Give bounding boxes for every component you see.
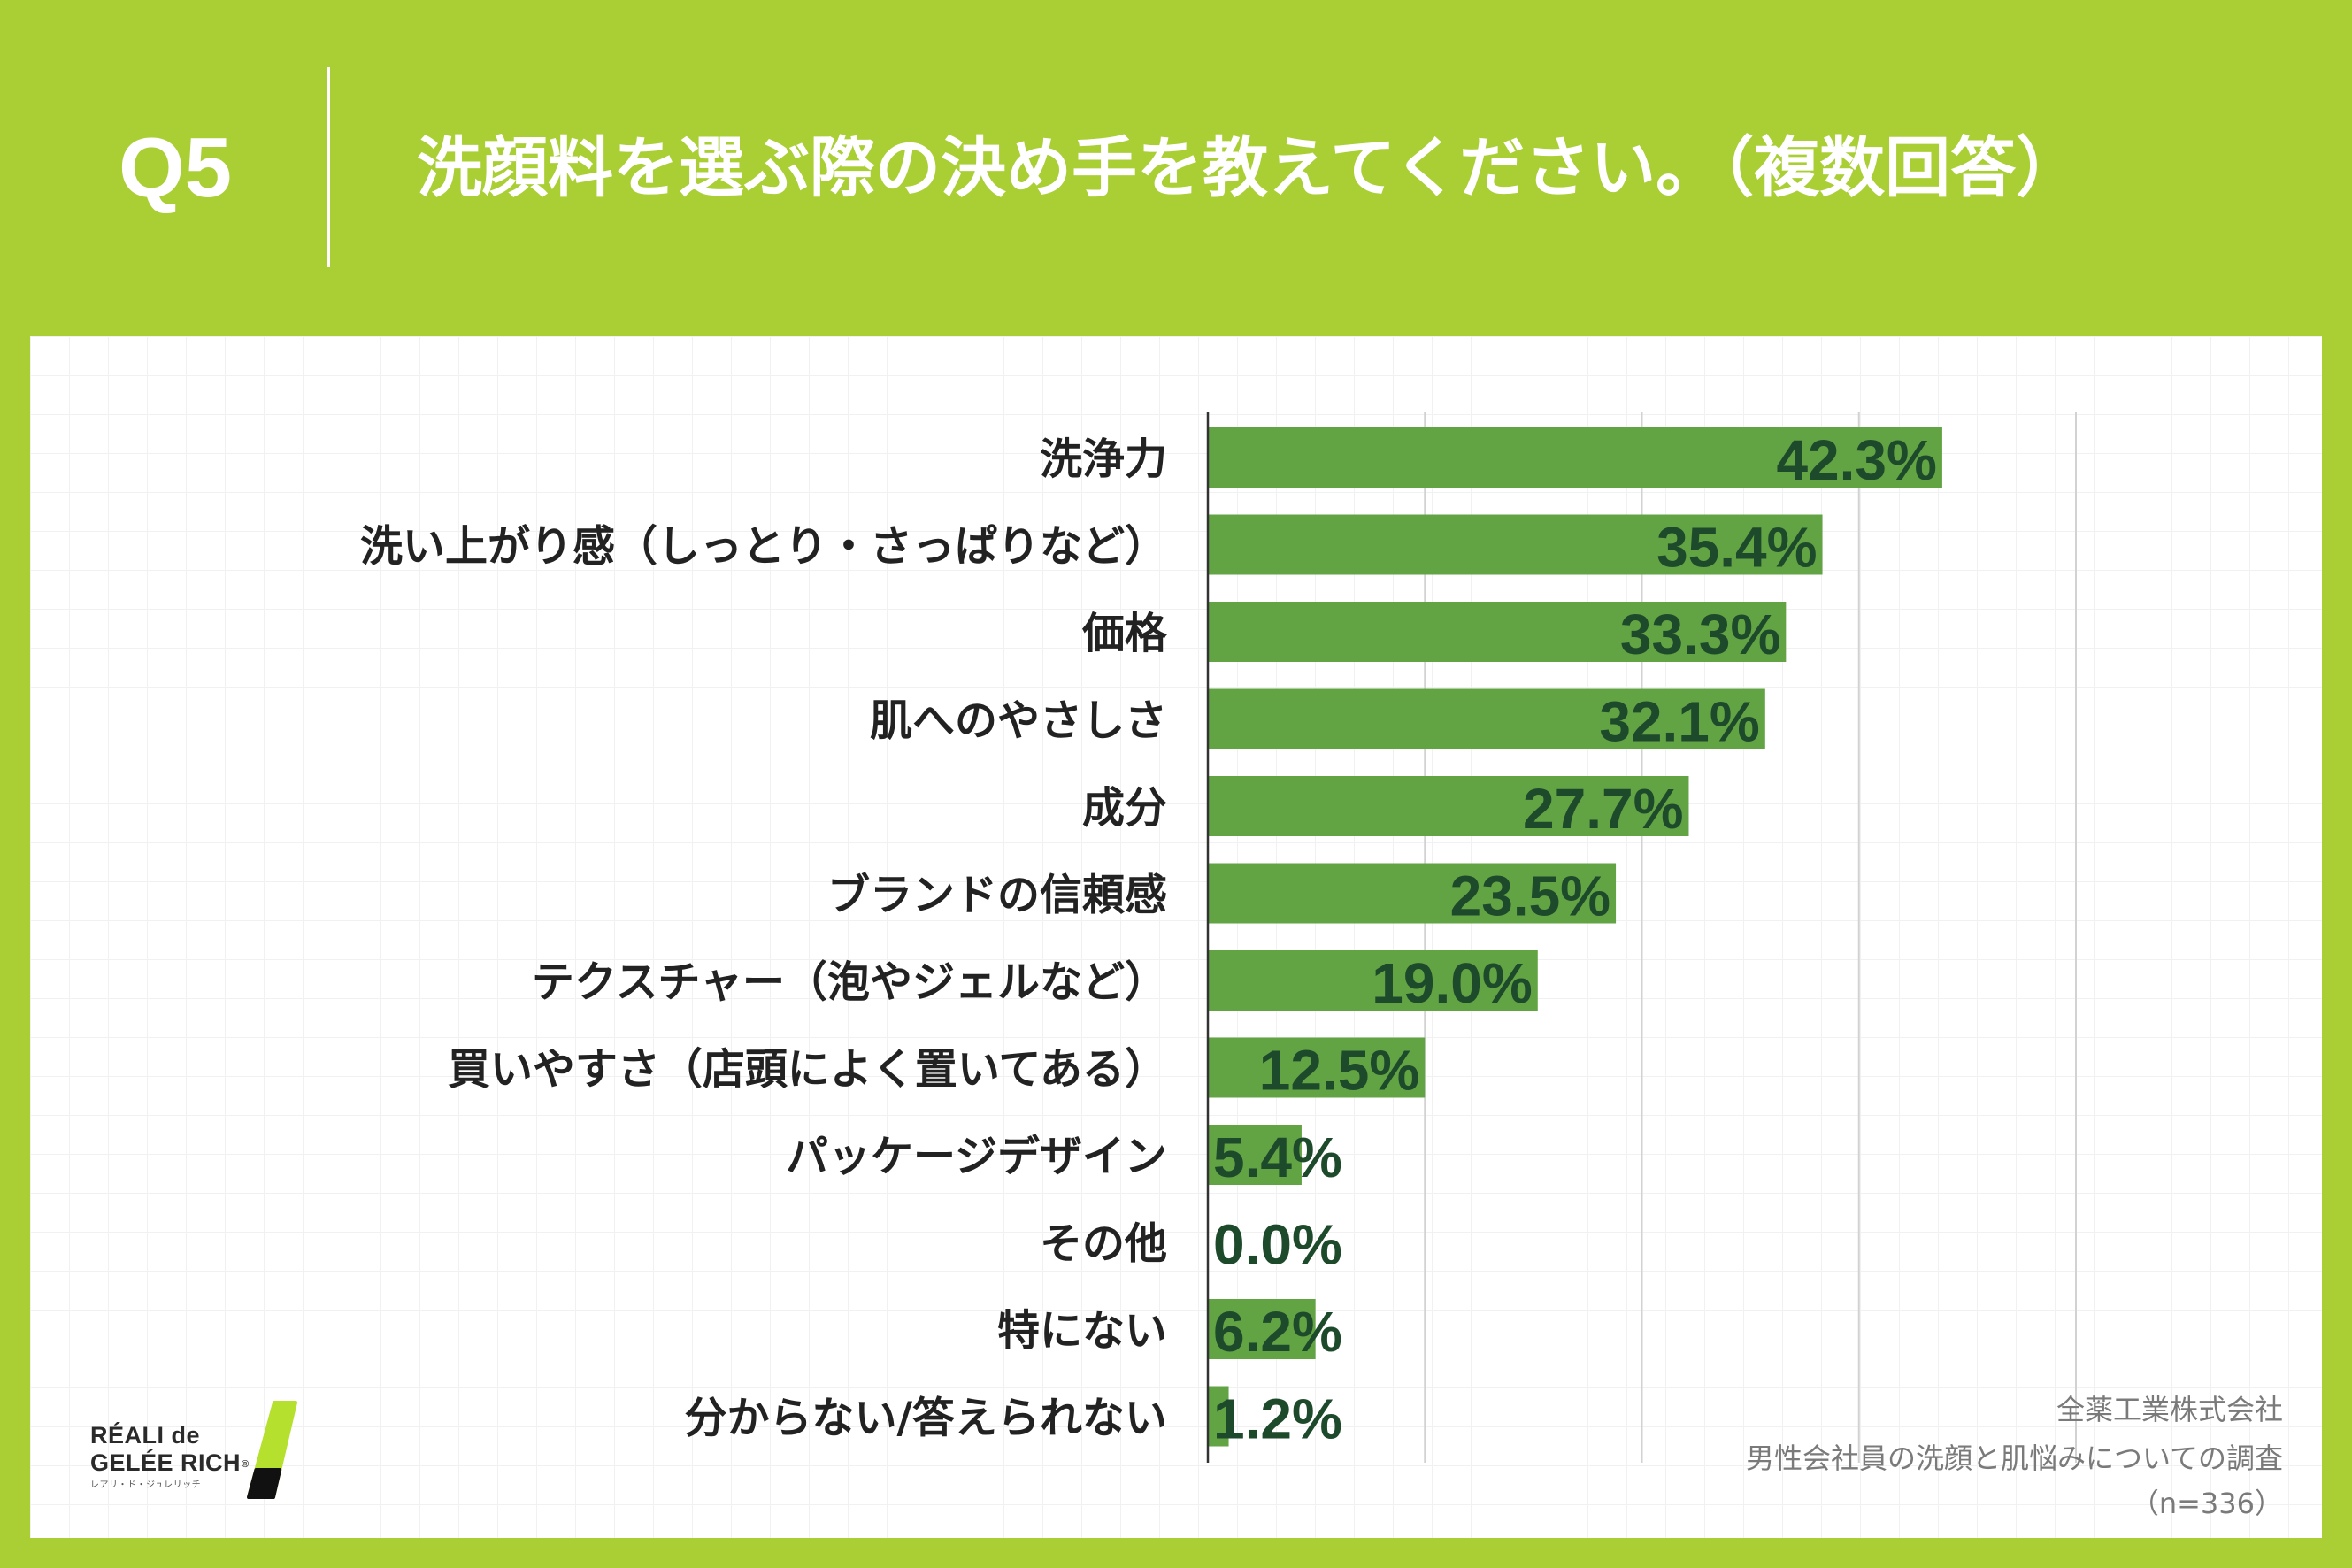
source-sample-size: （n=336） xyxy=(2130,1487,2283,1520)
question-number: Q5 xyxy=(119,120,233,215)
category-label: テクスチャー（泡やジェルなど） xyxy=(532,957,1167,1007)
data-label: 12.5% xyxy=(1259,1039,1419,1103)
data-label: 23.5% xyxy=(1450,865,1610,928)
category-label: パッケージデザイン xyxy=(786,1132,1167,1181)
category-label: 買いやすさ（店頭によく置いてある） xyxy=(448,1045,1167,1095)
logo-text-line2: GELÉE RICH® xyxy=(90,1449,250,1476)
data-label: 32.1% xyxy=(1599,690,1759,754)
bar xyxy=(1208,776,1689,836)
logo-text-line2-name: GELÉE RICH xyxy=(90,1449,242,1476)
category-label: 価格 xyxy=(1081,609,1168,658)
data-label: 27.7% xyxy=(1523,777,1683,841)
source-survey: 男性会社員の洗顔と肌悩みについての調査 xyxy=(1745,1441,2283,1475)
question-title: 洗顔料を選ぶ際の決め手を教えてください。（複数回答） xyxy=(417,130,2082,206)
data-label: 42.3% xyxy=(1776,428,1936,492)
bar xyxy=(1208,1299,1316,1359)
data-label: 0.0% xyxy=(1213,1213,1342,1277)
category-label: 特にない xyxy=(997,1306,1167,1356)
category-label: 肌へのやさしさ xyxy=(870,696,1167,746)
bar xyxy=(1208,688,1765,749)
chart-panel xyxy=(30,336,2322,1538)
category-label: 分からない/答えられない xyxy=(684,1394,1167,1443)
logo-stick-icon xyxy=(247,1401,297,1499)
logo-kana: レアリ・ド・ジュレリッチ xyxy=(90,1480,202,1490)
bar xyxy=(1208,1386,1229,1447)
header-divider xyxy=(327,67,330,267)
data-label: 1.2% xyxy=(1213,1387,1342,1451)
bar xyxy=(1208,950,1538,1011)
data-label: 35.4% xyxy=(1656,516,1817,580)
category-label: その他 xyxy=(1040,1219,1167,1269)
bar xyxy=(1208,514,1823,575)
bar xyxy=(1208,427,1942,488)
data-label: 33.3% xyxy=(1620,603,1780,666)
category-label: 洗い上がり感（しっとり・さっぱりなど） xyxy=(360,522,1167,572)
bar xyxy=(1208,602,1787,662)
category-label: 成分 xyxy=(1082,783,1167,833)
data-label: 6.2% xyxy=(1213,1300,1342,1364)
bar xyxy=(1208,1037,1426,1098)
bar xyxy=(1208,1125,1302,1185)
bar xyxy=(1208,863,1617,924)
data-label: 19.0% xyxy=(1372,951,1532,1015)
category-label: ブランドの信頼感 xyxy=(827,871,1167,920)
category-label: 洗浄力 xyxy=(1040,434,1167,484)
data-label: 5.4% xyxy=(1213,1126,1342,1189)
source-company: 全薬工業株式会社 xyxy=(2056,1393,2283,1426)
logo-text-line1: RÉALI de xyxy=(90,1422,201,1449)
registered-mark: ® xyxy=(242,1459,250,1470)
